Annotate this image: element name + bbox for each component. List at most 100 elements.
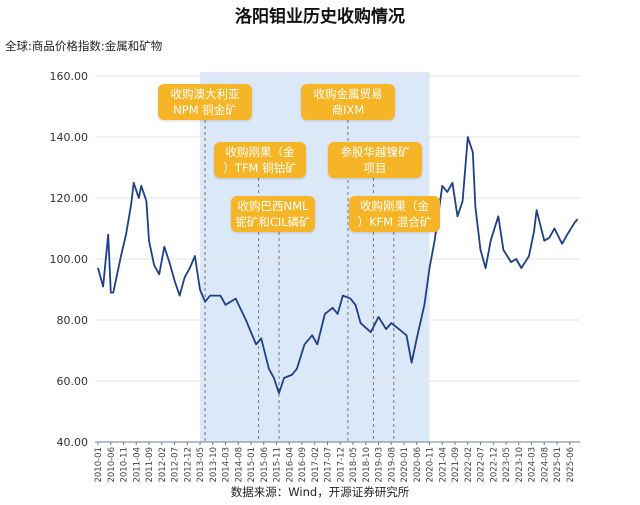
- annotation-box: 参股华越镍矿 项目: [328, 142, 422, 178]
- shaded-period: [200, 72, 430, 442]
- data-point: [130, 203, 132, 205]
- data-point: [434, 240, 436, 242]
- data-point: [576, 218, 579, 220]
- data-point: [566, 234, 568, 236]
- data-point: [553, 227, 556, 230]
- data-point: [446, 191, 448, 193]
- annotation-text: 项目: [363, 161, 387, 175]
- data-point: [296, 368, 298, 370]
- x-tick-label: 2016-09: [298, 447, 308, 483]
- x-tick-label: 2019-03: [375, 447, 385, 483]
- data-point: [543, 240, 545, 242]
- x-tick-label: 2021-04: [438, 447, 448, 483]
- x-tick-label: 2024-08: [540, 447, 550, 483]
- x-tick-label: 2020-11: [426, 447, 436, 483]
- data-point: [411, 362, 413, 364]
- data-point: [574, 221, 576, 223]
- annotation-box: 收购澳大利亚 NPM 铜金矿: [158, 84, 252, 120]
- annotation-text: ）TFM 铜钴矿: [223, 161, 297, 175]
- data-point: [189, 267, 191, 269]
- data-point: [204, 301, 206, 303]
- x-tick-label: 2022-12: [489, 447, 499, 483]
- data-point: [536, 209, 538, 211]
- data-point: [260, 337, 262, 339]
- x-tick-label: 2015-11: [273, 447, 283, 483]
- data-point: [235, 298, 237, 300]
- x-tick-label: 2025-06: [566, 447, 576, 483]
- x-tick-label: 2020-01: [400, 447, 410, 483]
- data-point: [219, 295, 221, 297]
- x-tick-label: 2017-02: [311, 447, 321, 483]
- data-point: [255, 343, 257, 345]
- x-tick-label: 2018-05: [349, 447, 359, 483]
- data-point: [502, 249, 505, 251]
- data-point: [528, 255, 530, 257]
- data-point: [311, 334, 313, 336]
- data-point: [479, 249, 482, 251]
- x-tick-label: 2016-04: [285, 447, 295, 483]
- data-point: [428, 267, 431, 269]
- data-point: [510, 261, 512, 263]
- data-point: [173, 279, 176, 281]
- x-tick-label: 2012-07: [171, 447, 181, 483]
- x-tick-label: 2012-02: [158, 447, 168, 483]
- data-point: [441, 185, 443, 187]
- data-point: [324, 313, 326, 315]
- data-point: [112, 291, 114, 294]
- data-point: [168, 261, 170, 263]
- data-point: [370, 331, 372, 333]
- x-tick-label: 2014-03: [222, 447, 232, 483]
- data-point: [360, 322, 362, 324]
- y-tick-label: 100.00: [50, 253, 89, 266]
- data-point: [158, 273, 160, 275]
- annotation-text: 参股华越镍矿: [340, 145, 410, 159]
- data-point: [390, 322, 392, 324]
- annotation-box: 收购巴西NML 铌矿和CIL磷矿: [231, 196, 315, 232]
- x-tick-label: 2018-10: [362, 447, 372, 483]
- data-point: [490, 240, 492, 242]
- data-point: [107, 234, 109, 236]
- x-tick-label: 2022-07: [477, 447, 487, 483]
- annotation-box: 收购刚果（金 ）TFM 铜钴矿: [214, 142, 306, 178]
- data-point: [278, 392, 280, 394]
- annotation-box: 收购金属贸易 商IXM: [301, 84, 395, 120]
- x-tick-label: 2010-01: [94, 447, 104, 483]
- chart-title: 洛阳钼业历史收购情况: [235, 7, 405, 27]
- data-point: [332, 307, 334, 309]
- y-tick-label: 140.00: [50, 131, 89, 144]
- x-tick-label: 2013-05: [196, 447, 206, 483]
- x-tick-label: 2024-03: [528, 447, 538, 483]
- data-point: [153, 264, 155, 266]
- annotation-text: NPM 铜金矿: [173, 103, 237, 117]
- x-tick-label: 2014-08: [234, 447, 244, 483]
- data-point: [194, 255, 196, 257]
- series-line: [97, 136, 579, 395]
- data-point: [316, 343, 318, 345]
- y-tick-label: 60.00: [57, 375, 89, 388]
- data-point: [179, 295, 181, 297]
- data-point: [533, 230, 535, 233]
- data-point: [405, 334, 408, 336]
- data-point: [303, 343, 306, 345]
- data-point: [184, 276, 186, 278]
- x-tick-label: 2017-12: [336, 447, 346, 483]
- data-point: [423, 304, 425, 306]
- x-tick-label: 2022-02: [464, 447, 474, 483]
- x-tick-label: 2019-08: [387, 447, 397, 483]
- data-point: [377, 316, 380, 318]
- annotation-box: 收购刚果（金 ）KFM 混合矿: [349, 196, 440, 232]
- chart-subtitle: 全球:商品价格指数:金属和矿物: [5, 39, 163, 53]
- x-tick-label: 2015-06: [260, 447, 270, 483]
- data-point: [342, 295, 344, 297]
- x-tick-label: 2023-05: [502, 447, 512, 483]
- x-tick-label: 2015-01: [247, 447, 257, 483]
- x-tick-label: 2013-10: [209, 447, 219, 483]
- data-point: [497, 215, 499, 217]
- data-point: [451, 182, 454, 184]
- y-tick-label: 40.00: [57, 436, 89, 449]
- data-point: [462, 200, 464, 202]
- data-point: [245, 319, 247, 321]
- annotation-text: 铌矿和CIL磷矿: [235, 215, 311, 229]
